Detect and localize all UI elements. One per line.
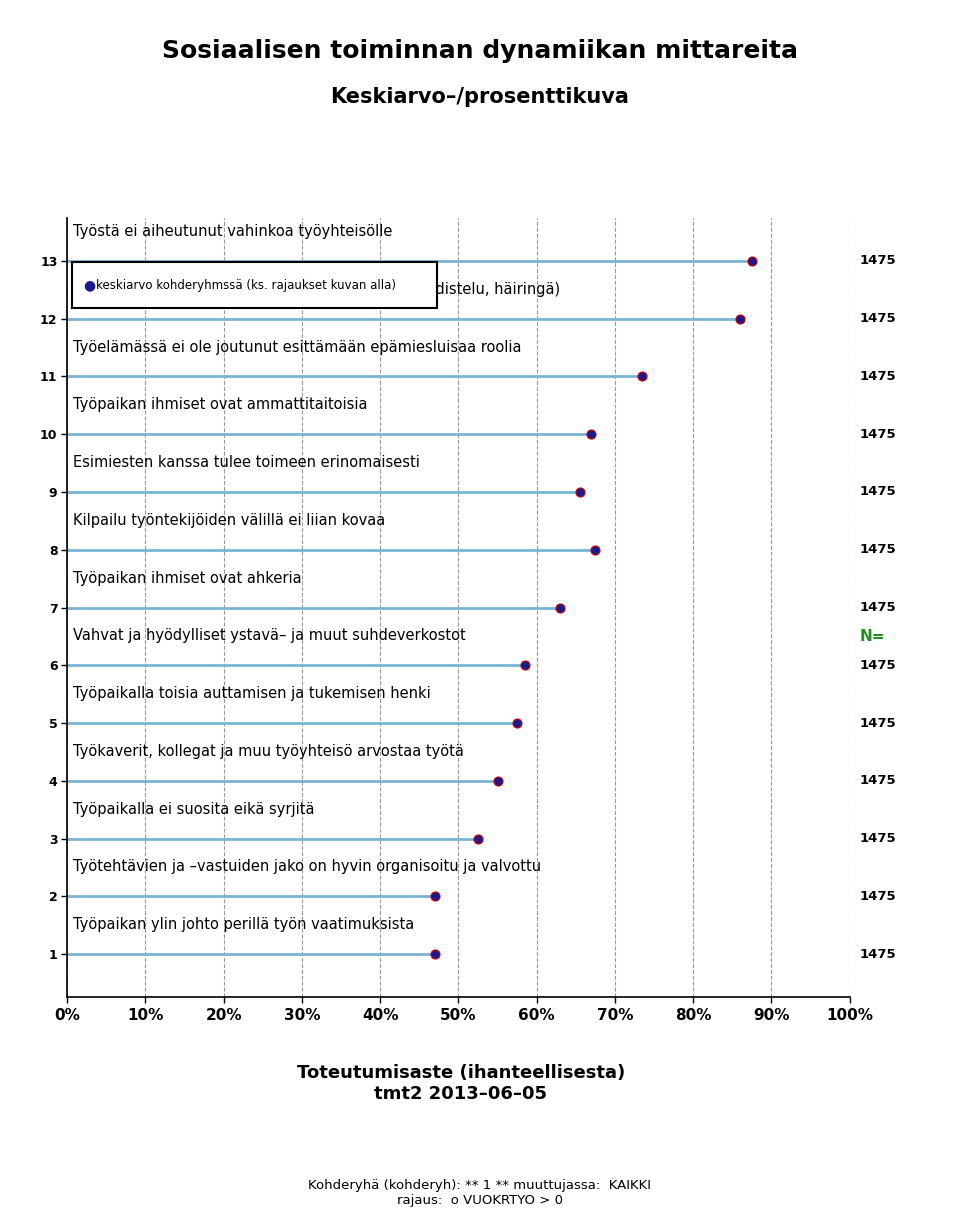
Text: Työpaikan ihmiset ovat ahkeria: Työpaikan ihmiset ovat ahkeria [74,571,302,585]
Text: Työtehtävien ja –vastuiden jako on hyvin organisoitu ja valvottu: Työtehtävien ja –vastuiden jako on hyvin… [74,860,541,874]
Text: 1475: 1475 [859,428,896,441]
Text: 1475: 1475 [859,370,896,383]
Text: Työelämässä ei ole joutunut esittämään epämiesluisaa roolia: Työelämässä ei ole joutunut esittämään e… [74,340,522,354]
Text: 1475: 1475 [859,948,896,961]
Text: keskiarvo kohderyhmssä (ks. rajaukset kuvan alla): keskiarvo kohderyhmssä (ks. rajaukset ku… [96,279,396,291]
Text: 1475: 1475 [859,659,896,672]
Text: 1475: 1475 [859,890,896,903]
Text: 1475: 1475 [859,543,896,556]
Text: Sosiaalisen toiminnan dynamiikan mittareita: Sosiaalisen toiminnan dynamiikan mittare… [162,39,798,63]
Text: 1475: 1475 [859,486,896,498]
Text: Keskiarvo–/prosenttikuva: Keskiarvo–/prosenttikuva [330,87,630,108]
Text: Kilpailu työntekijöiden välillä ei liian kovaa: Kilpailu työntekijöiden välillä ei liian… [74,513,386,528]
Text: Työstä ei aiheutunut vahinkoa työyhteisölle: Työstä ei aiheutunut vahinkoa työyhteisö… [74,224,393,239]
Text: Vahvat ja hyödylliset ystavä– ja muut suhdeverkostot: Vahvat ja hyödylliset ystavä– ja muut su… [74,629,467,643]
Text: 1475: 1475 [859,254,896,267]
Text: Työpaikalla toisia auttamisen ja tukemisen henki: Työpaikalla toisia auttamisen ja tukemis… [74,686,431,701]
Text: N=: N= [859,629,885,644]
Text: Työkaverit, kollegat ja muu työyhteisö arvostaa työtä: Työkaverit, kollegat ja muu työyhteisö a… [74,744,465,759]
Text: Työpaikalla ei suosita eikä syrjitä: Työpaikalla ei suosita eikä syrjitä [74,802,315,816]
Text: Kohderyhä (kohderyh): ** 1 ** muuttujassa:  KAIKKI
rajaus:  o VUOKRTYO > 0: Kohderyhä (kohderyh): ** 1 ** muuttujass… [308,1179,652,1207]
Text: 1475: 1475 [859,832,896,845]
Text: 1475: 1475 [859,312,896,325]
Text: 1475: 1475 [859,601,896,614]
Text: ●: ● [84,278,96,293]
Text: Toteutumisaste (ihanteellisesta)
tmt2 2013–06–05: Toteutumisaste (ihanteellisesta) tmt2 20… [297,1064,625,1103]
Text: 1475: 1475 [859,774,896,787]
Text: Työpaikan ylin johto perillä työn vaatimuksista: Työpaikan ylin johto perillä työn vaatim… [74,918,415,932]
Text: Ei kohdannut henkistä väkivaltaa (kiusanteko, ahdistelu, häiringä): Ei kohdannut henkistä väkivaltaa (kiusan… [74,282,561,296]
Text: Työpaikan ihmiset ovat ammattitaitoisia: Työpaikan ihmiset ovat ammattitaitoisia [74,398,368,412]
Text: 1475: 1475 [859,717,896,729]
Text: Esimiesten kanssa tulee toimeen erinomaisesti: Esimiesten kanssa tulee toimeen erinomai… [74,455,420,470]
